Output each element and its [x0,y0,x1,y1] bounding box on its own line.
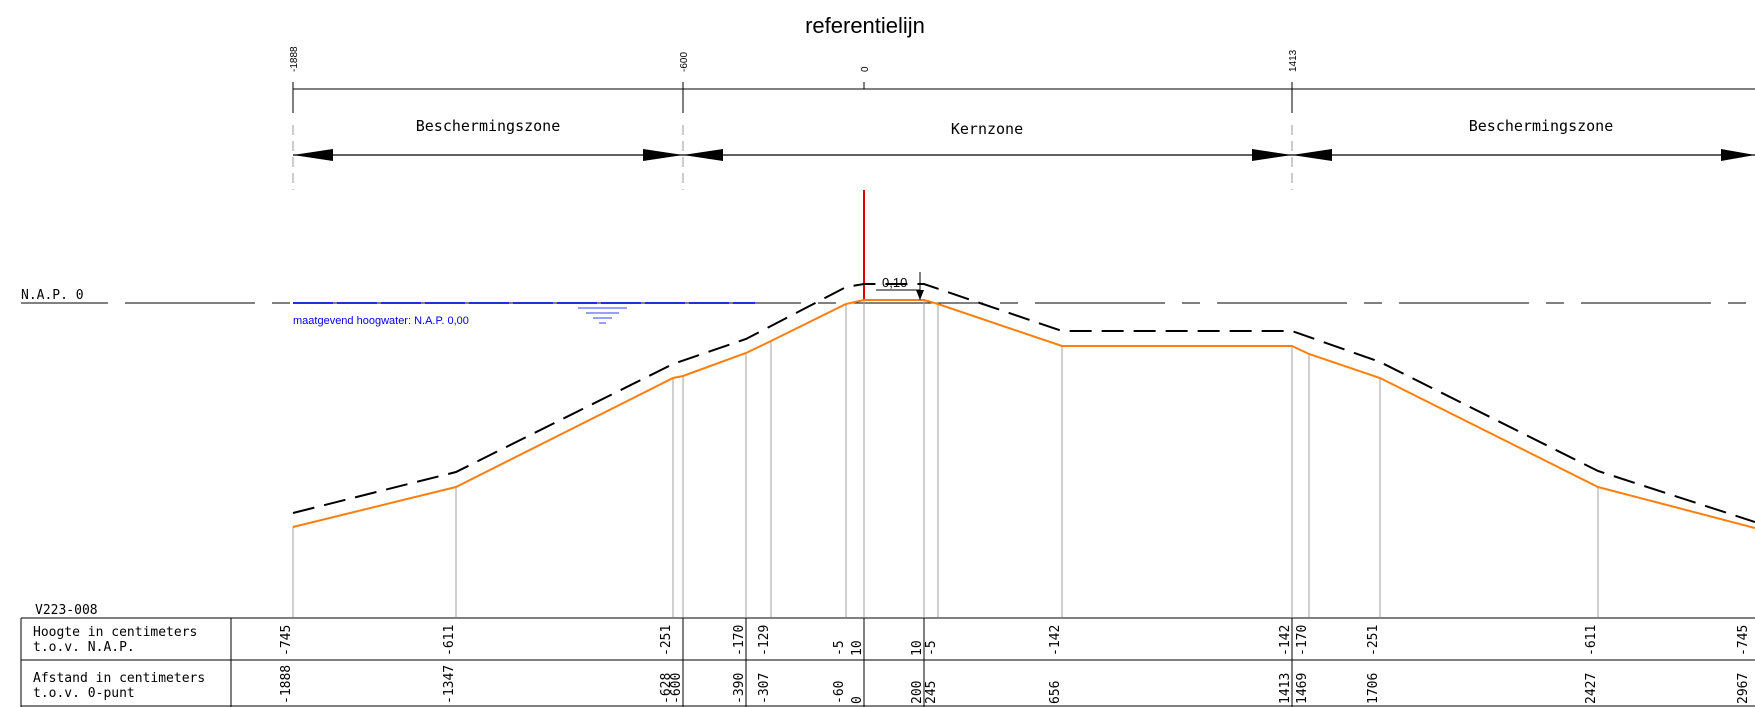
table-cell: 1706 [1366,673,1381,704]
table-cell: -307 [757,673,772,704]
offset-dimension: 0,10 [876,272,924,300]
table-cell: -251 [659,625,674,656]
table-cell: -745 [1736,625,1751,656]
row-label-height: Hoogte in centimeters [33,625,197,640]
table-cell: -5 [924,640,939,656]
zone-dimensions: Beschermingszone Kernzone Beschermingszo… [292,117,1755,190]
table-cell: 2427 [1584,673,1599,704]
scale-tick-label: 1413 [1288,49,1299,72]
table-cell: 10 [850,640,865,656]
table-cell: -60 [832,681,847,704]
data-table: Hoogte in centimeters t.o.v. N.A.P. Afst… [20,617,1755,707]
row-label-distance: Afstand in centimeters [33,671,205,686]
scale-tick-label: -1888 [289,46,300,72]
dimension-arrow [293,149,333,161]
table-cell: 10 [910,640,925,656]
table-cell: -628 [659,673,674,704]
table-cell: -170 [732,625,747,656]
zone-label-right: Beschermingszone [1469,117,1614,135]
table-cell: -611 [1584,625,1599,656]
dimension-arrow [683,149,723,161]
offset-label: 0,10 [882,275,907,290]
profile-code: V223-008 [35,603,98,618]
scale-tick-label: -600 [679,52,690,72]
table-cell: -611 [442,625,457,656]
table-cell: -600 [669,673,684,704]
table-cell: 656 [1048,681,1063,704]
drawing-title: referentielijn [805,13,925,38]
table-cell: -745 [279,625,294,656]
table-cell: 0 [850,696,865,704]
dimension-arrow [1252,149,1292,161]
upper-contour-line [292,283,1755,523]
table-cell: 245 [924,681,939,704]
zone-label-core: Kernzone [951,120,1023,138]
table-cell: -1347 [442,665,457,704]
dike-profile-line [292,299,1755,529]
table-cell: -390 [732,673,747,704]
table-cell: -129 [757,625,772,656]
zone-label-left: Beschermingszone [416,117,561,135]
table-cell: 1413 [1278,673,1293,704]
water-level: maatgevend hoogwater: N.A.P. 0,00 [293,302,755,327]
vertical-guides [292,300,1599,617]
dimension-arrow [1721,149,1755,161]
dimension-arrow [1292,149,1332,161]
row-label-distance-sub: t.o.v. 0-punt [33,686,135,701]
table-cell: -1888 [279,665,294,704]
table-cell: -5 [832,640,847,656]
reference-scale: -1888 -600 0 1413 [289,46,1755,113]
table-cell: -170 [1295,625,1310,656]
water-level-label: maatgevend hoogwater: N.A.P. 0,00 [293,315,469,327]
table-cell: 1469 [1295,673,1310,704]
table-cell: -142 [1048,625,1063,656]
row-label-height-sub: t.o.v. N.A.P. [33,640,135,655]
nap-label: N.A.P. 0 [21,288,84,303]
table-cell: -251 [1366,625,1381,656]
table-cell: 2967 [1736,673,1751,704]
table-cell: 200 [910,681,925,704]
dimension-arrow [643,149,683,161]
table-cell: -142 [1278,625,1293,656]
scale-tick-label: 0 [860,66,871,72]
